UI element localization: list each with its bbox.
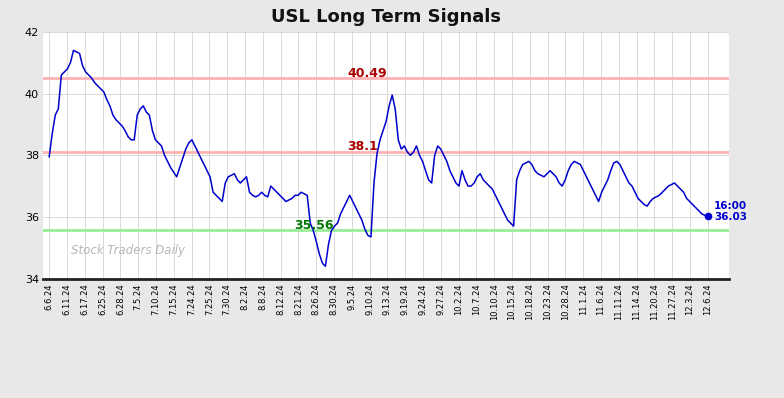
Text: 35.56: 35.56	[294, 219, 333, 232]
Text: 38.1: 38.1	[347, 140, 378, 153]
Text: Stock Traders Daily: Stock Traders Daily	[71, 244, 184, 257]
Text: 40.49: 40.49	[347, 66, 387, 80]
Text: 16:00
36.03: 16:00 36.03	[714, 201, 747, 222]
Title: USL Long Term Signals: USL Long Term Signals	[271, 8, 501, 26]
